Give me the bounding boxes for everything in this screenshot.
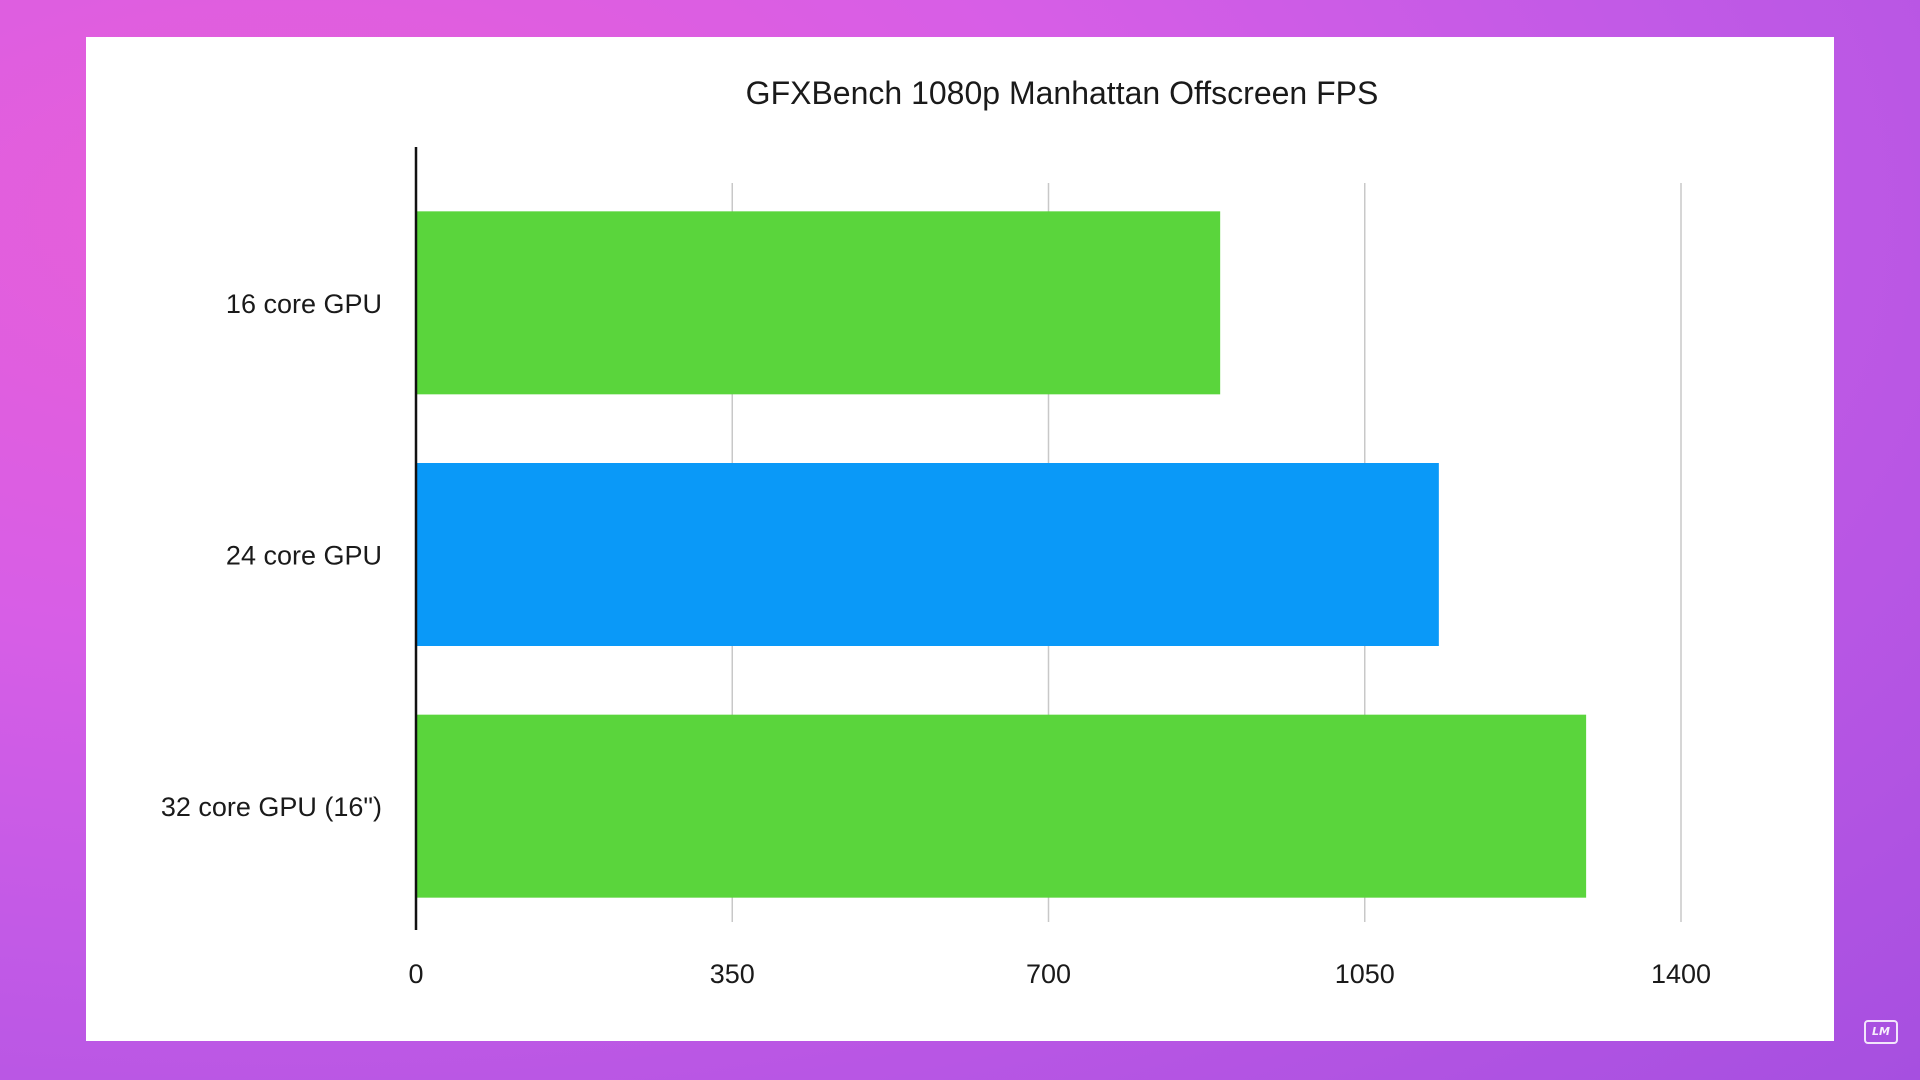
bar-chart: 16 core GPU 24 core GPU 32 core GPU (16") 0… bbox=[161, 147, 1711, 989]
x-tick-label: 0 bbox=[408, 959, 423, 989]
x-tick-label: 1400 bbox=[1651, 959, 1711, 989]
chart-card: GFXBench 1080p Manhattan Offscreen FPS 1… bbox=[86, 37, 1834, 1041]
watermark-logo: LM bbox=[1864, 1020, 1898, 1044]
chart-title: GFXBench 1080p Manhattan Offscreen FPS bbox=[745, 75, 1379, 111]
x-tick-label: 700 bbox=[1026, 959, 1071, 989]
category-label: 16 core GPU bbox=[226, 289, 382, 319]
category-label: 24 core GPU bbox=[226, 541, 382, 571]
bar bbox=[416, 714, 1587, 898]
bar bbox=[416, 463, 1439, 646]
x-tick-label: 350 bbox=[710, 959, 755, 989]
bar bbox=[416, 211, 1221, 395]
category-label: 32 core GPU (16") bbox=[161, 792, 382, 822]
x-tick-label: 1050 bbox=[1335, 959, 1395, 989]
